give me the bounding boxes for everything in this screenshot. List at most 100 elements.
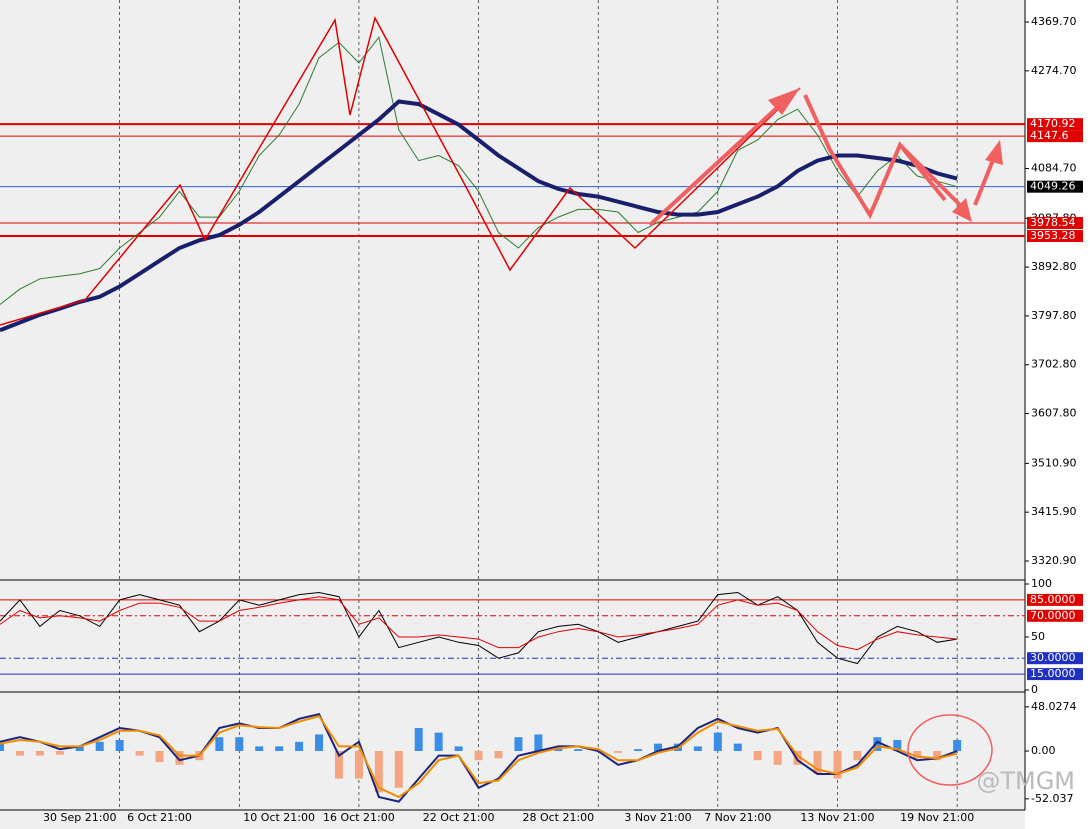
x-tick-label: 16 Oct 21:00 [323,811,395,824]
x-tick-label: 30 Sep 21:00 [43,811,116,824]
y-tick-label: 4274.70 [1031,64,1077,77]
y-tick-label: 3797.80 [1031,309,1077,322]
y-tick-label: 4369.70 [1031,15,1077,28]
x-tick-label: 7 Nov 21:00 [704,811,771,824]
arrow-path [803,94,947,220]
histogram-bar [773,751,782,765]
histogram-bar [733,743,742,751]
series-line [0,596,958,651]
x-tick-label: 22 Oct 21:00 [423,811,495,824]
histogram-bar [833,751,842,779]
histogram-bar [913,751,922,759]
histogram-bar [514,737,523,751]
x-tick-label: 28 Oct 21:00 [522,811,594,824]
histogram-bar [334,751,343,779]
series-line [0,713,958,803]
level-label: 4147.6 [1030,129,1069,142]
histogram-bar [55,751,64,755]
histogram-bar [853,751,862,761]
y-tick-label: 3607.80 [1031,407,1077,420]
histogram-bar [235,737,244,751]
histogram-bar [75,746,84,751]
histogram-bar [494,751,503,759]
histogram-bar [434,732,443,751]
series-line [0,36,958,305]
histogram-bar [95,741,104,751]
y-tick-label: 50 [1031,630,1045,643]
histogram-bar [713,732,722,751]
histogram-bar [155,751,164,763]
histogram-bar [574,749,583,751]
histogram-bar [813,751,822,774]
level-box [1027,668,1083,681]
arrow [973,154,997,206]
level-label: 30.0000 [1030,651,1076,664]
level-box [1027,593,1083,606]
level-box [1027,229,1083,242]
histogram-bar [873,737,882,751]
histogram-bar [374,751,383,793]
highlight-circle [907,714,993,786]
histogram-bar [534,734,543,751]
series-line [0,99,958,333]
y-tick-label: 3702.80 [1031,358,1077,371]
histogram-bar [15,751,24,756]
level-box [1027,217,1083,230]
histogram-bar [354,751,363,779]
y-tick-label: 4084.70 [1031,161,1077,174]
level-label: 4170.92 [1030,117,1076,130]
y-tick-label: 100 [1031,577,1052,590]
level-label: 70.0000 [1030,609,1076,622]
histogram-bar [394,751,403,788]
histogram-bar [474,751,483,761]
histogram-bar [275,746,284,751]
y-tick-label: 48.0274 [1031,700,1077,713]
y-tick-label: 3892.80 [1031,260,1077,273]
y-tick-label: 3320.90 [1031,554,1077,567]
arrow [648,103,782,227]
level-label: 4049.26 [1030,180,1076,193]
plot-background [0,0,1025,829]
arrow [898,143,967,212]
level-label: 3978.54 [1030,216,1076,229]
histogram-bar [414,728,423,751]
level-box [1027,652,1083,665]
histogram-bar [115,739,124,751]
series-line [0,714,958,799]
histogram-bar [634,749,643,751]
histogram-bar [693,746,702,751]
histogram-bar [0,741,4,751]
level-label: 85.0000 [1030,593,1076,606]
histogram-bar [753,751,762,761]
zigzag [0,15,801,326]
y-tick-label: 0 [1031,683,1038,696]
level-box [1027,118,1083,131]
y-tick-label: 3510.90 [1031,456,1077,469]
x-tick-label: 10 Oct 21:00 [243,811,315,824]
y-tick-label: 3415.90 [1031,505,1077,518]
histogram-bar [295,741,304,751]
level-box [1027,609,1083,622]
y-tick-label: 0.00 [1031,744,1056,757]
histogram-bar [215,737,224,751]
x-tick-label: 19 Nov 21:00 [900,811,974,824]
histogram-bar [953,739,962,751]
level-box [1027,130,1083,143]
histogram-bar [35,751,44,756]
histogram-bar [315,734,324,751]
level-label: 15.0000 [1030,667,1076,680]
level-label: 3953.28 [1030,229,1076,242]
histogram-bar [614,751,623,753]
x-tick-label: 6 Oct 21:00 [127,811,192,824]
histogram-bar [175,751,184,765]
histogram-bar [893,739,902,751]
histogram-bar [654,743,663,751]
x-tick-label: 13 Nov 21:00 [800,811,874,824]
histogram-bar [135,751,144,756]
histogram-bar [255,746,264,751]
x-tick-label: 3 Nov 21:00 [624,811,691,824]
histogram-bar [933,751,942,761]
histogram-bar [793,751,802,765]
